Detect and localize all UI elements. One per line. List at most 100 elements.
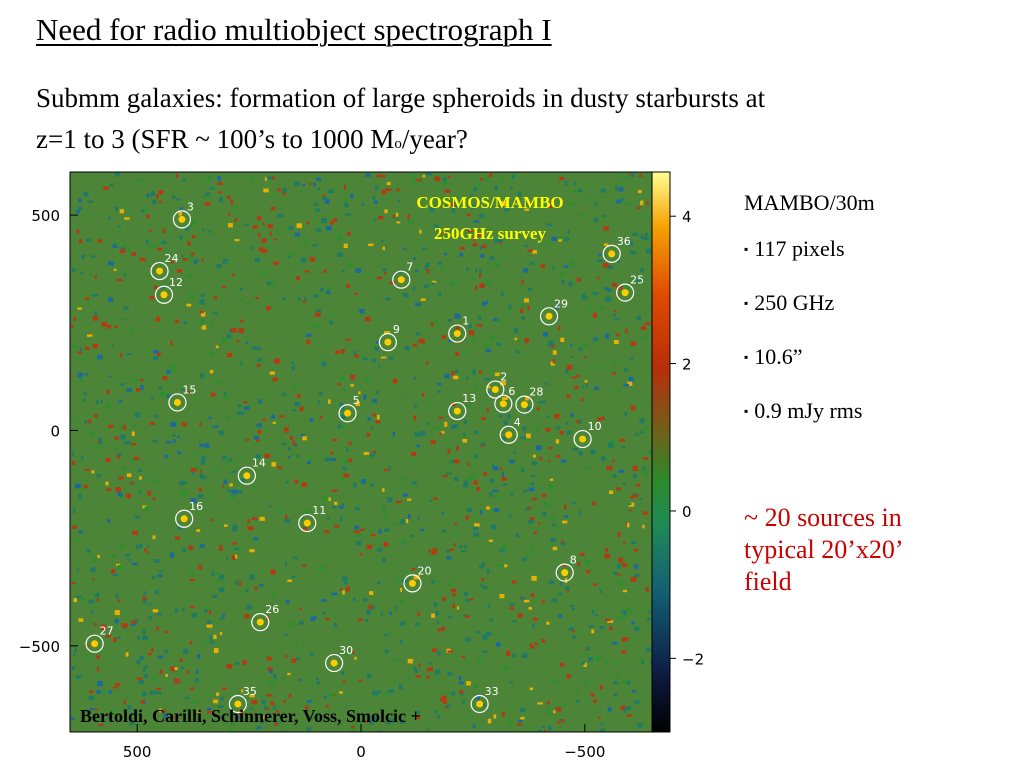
noise-speck (556, 721, 561, 724)
noise-speck (130, 712, 135, 716)
noise-speck (189, 572, 194, 577)
bullet-marker: ▪ (744, 404, 749, 418)
noise-speck (325, 705, 329, 708)
source-circle (85, 634, 104, 653)
noise-speck (382, 246, 386, 251)
noise-speck (289, 309, 293, 312)
noise-speck (217, 175, 221, 181)
noise-speck (440, 231, 444, 234)
source-peak (178, 215, 186, 223)
noise-speck (447, 672, 453, 677)
noise-speck (339, 691, 343, 694)
noise-speck (594, 614, 599, 617)
noise-speck (292, 556, 298, 560)
y-tick-label: 500 (31, 207, 60, 225)
noise-speck (476, 198, 483, 202)
noise-speck (85, 297, 89, 300)
noise-speck (359, 308, 365, 314)
noise-speck (472, 243, 478, 247)
noise-speck (488, 336, 494, 341)
noise-speck (159, 670, 163, 674)
noise-speck (447, 650, 454, 653)
noise-speck (416, 178, 422, 182)
noise-speck (322, 611, 326, 615)
noise-speck (510, 186, 513, 190)
noise-speck (337, 383, 341, 386)
noise-speck (143, 667, 146, 672)
noise-speck (136, 388, 141, 392)
noise-speck (285, 561, 288, 567)
noise-speck (546, 709, 551, 712)
noise-speck (222, 285, 226, 289)
noise-speck (430, 322, 434, 327)
noise-speck (527, 202, 532, 205)
noise-speck (89, 431, 94, 437)
noise-speck (474, 430, 479, 435)
noise-speck (276, 188, 281, 192)
noise-speck (518, 720, 523, 723)
noise-speck (145, 665, 148, 669)
noise-speck (239, 361, 242, 365)
noise-speck (558, 239, 562, 242)
noise-speck (121, 623, 127, 628)
noise-speck (639, 498, 642, 500)
noise-speck (598, 305, 604, 310)
noise-speck (142, 635, 148, 640)
noise-speck (448, 616, 453, 619)
noise-speck (319, 415, 323, 419)
noise-speck (179, 207, 184, 211)
noise-speck (585, 560, 591, 565)
noise-speck (208, 229, 212, 233)
source-label: 13 (462, 392, 476, 405)
noise-speck (238, 711, 243, 715)
noise-speck (517, 465, 521, 469)
noise-speck (621, 610, 626, 614)
noise-speck (225, 459, 230, 464)
note-line-1: ~ 20 sources in (744, 503, 902, 532)
noise-speck (605, 297, 611, 302)
noise-speck (571, 607, 576, 611)
noise-speck (502, 437, 506, 441)
noise-speck (332, 506, 337, 509)
noise-speck (451, 370, 455, 376)
noise-speck (427, 727, 430, 731)
subtitle-line-2-text: z=1 to 3 (SFR ~ 100’s to 1000 M (36, 124, 395, 154)
noise-speck (91, 294, 98, 297)
noise-speck (275, 261, 280, 264)
source-label: 15 (182, 383, 196, 396)
noise-speck (382, 505, 385, 511)
noise-speck (219, 197, 223, 203)
noise-speck (475, 268, 478, 273)
noise-speck (551, 523, 557, 526)
noise-speck (287, 447, 292, 451)
noise-speck (114, 325, 118, 328)
noise-speck (398, 684, 403, 690)
noise-speck (80, 456, 84, 460)
noise-speck (477, 315, 482, 320)
noise-speck (485, 348, 491, 353)
noise-speck (343, 198, 347, 203)
noise-speck (618, 557, 623, 563)
noise-speck (400, 719, 406, 724)
noise-speck (649, 235, 652, 239)
noise-speck (499, 414, 503, 418)
noise-speck (422, 393, 425, 397)
noise-speck (556, 707, 562, 712)
noise-speck (363, 395, 367, 400)
noise-speck (480, 583, 484, 587)
noise-speck (597, 259, 603, 262)
noise-speck (327, 517, 330, 520)
noise-speck (629, 509, 632, 512)
noise-speck (378, 216, 384, 220)
noise-speck (204, 609, 208, 613)
noise-speck (506, 650, 511, 656)
noise-speck (375, 390, 379, 395)
noise-speck (545, 382, 548, 385)
noise-speck (137, 635, 140, 641)
noise-speck (479, 565, 484, 569)
noise-speck (306, 700, 312, 703)
noise-speck (509, 603, 515, 606)
noise-speck (177, 451, 181, 455)
noise-speck (520, 597, 526, 600)
source-peak (180, 515, 188, 523)
